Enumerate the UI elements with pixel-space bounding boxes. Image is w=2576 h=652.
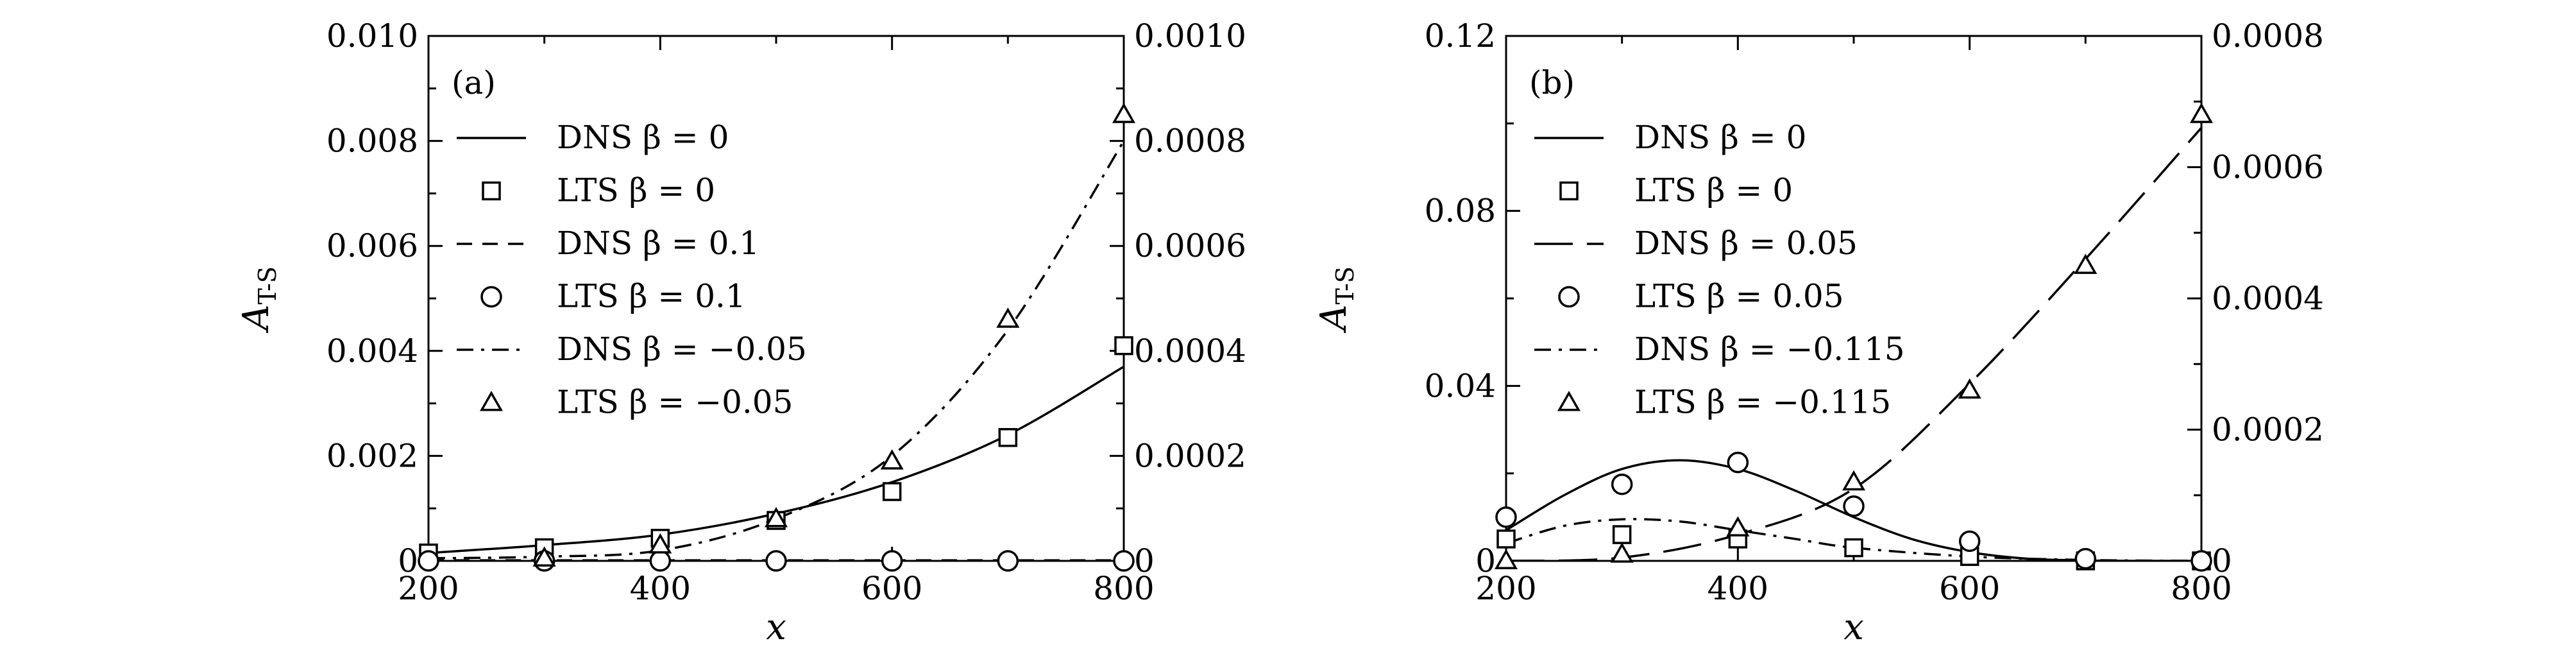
x-tick-label: 800 xyxy=(1093,570,1154,607)
legend-entry-label: LTS β = 0 xyxy=(1634,172,1793,209)
y-axis-label: AT-S xyxy=(1313,266,1359,334)
legend-marker-sample xyxy=(1557,390,1581,411)
legend-entry-label: DNS β = −0.115 xyxy=(1634,330,1905,368)
y-right-tick-label: 0.0004 xyxy=(2212,280,2324,317)
legend-entry-label: DNS β = 0.1 xyxy=(557,225,759,262)
x-tick-label: 600 xyxy=(861,570,922,607)
series-1-point xyxy=(998,428,1018,447)
series-3-point xyxy=(418,550,439,572)
series-3-point xyxy=(765,550,787,572)
legend: DNS β = 0 LTS β = 0 DNS β = 0.1 LTS β = 0.1… xyxy=(457,119,807,421)
series-1-point xyxy=(1844,538,1863,558)
y-left-tick-label: 0.008 xyxy=(326,123,418,160)
legend: DNS β = 0 LTS β = 0 DNS β = 0.05 LTS β = 0.… xyxy=(1534,119,1905,421)
y-right-tick-label: 0.0002 xyxy=(2212,411,2324,449)
x-tick-label: 800 xyxy=(2171,570,2232,607)
y-axis-label: AT-S xyxy=(235,266,282,334)
series-3-point xyxy=(1113,550,1135,572)
y-right-tick-label: 0.0008 xyxy=(2212,17,2324,55)
series-5-point xyxy=(1842,470,1866,491)
series-3-point xyxy=(1958,530,1981,553)
panel-b: 200 400 600 80000.040.080.1200.00020.00040.… xyxy=(1313,17,2324,648)
y-right-tick-label: 0 xyxy=(1134,542,1155,579)
legend-entry-label: LTS β = −0.05 xyxy=(557,384,793,421)
series-5-point xyxy=(880,449,904,470)
x-tick-label: 600 xyxy=(1939,570,2000,607)
y-left-tick-label: 0.002 xyxy=(326,437,418,474)
y-left-tick-label: 0.006 xyxy=(326,227,418,264)
x-tick-label: 400 xyxy=(630,570,691,607)
x-axis-label: x xyxy=(1843,606,1864,648)
series-3-point xyxy=(2074,547,2097,570)
panel-a: 200 400 600 80000.0020.0040.0060.0080.01000… xyxy=(235,17,1246,648)
legend-marker-sample xyxy=(480,286,502,308)
series-3-point xyxy=(1495,506,1517,528)
legend-entry-label: LTS β = 0.1 xyxy=(557,278,746,315)
series-line-4 xyxy=(1506,518,2201,561)
series-5-point xyxy=(1112,103,1136,123)
y-right-tick-label: 0.0006 xyxy=(1134,227,1246,264)
y-left-tick-label: 0 xyxy=(1475,542,1496,579)
plot-frame xyxy=(427,35,1125,562)
series-3-point xyxy=(1843,495,1865,517)
x-tick-label: 200 xyxy=(398,570,459,607)
series-5-point xyxy=(2074,253,2097,274)
series-3-point xyxy=(1727,451,1749,474)
legend-entry-label: DNS β = 0.05 xyxy=(1634,225,1858,262)
series-3-point xyxy=(2190,550,2212,572)
y-right-tick-label: 0 xyxy=(2212,542,2232,579)
y-left-tick-label: 0.04 xyxy=(1425,367,1496,404)
y-right-tick-label: 0.0010 xyxy=(1134,17,1246,55)
y-left-tick-label: 0.004 xyxy=(326,332,418,370)
series-1-point xyxy=(882,482,902,501)
series-3-point xyxy=(881,550,903,572)
legend-marker-sample xyxy=(479,390,504,411)
y-left-tick-label: 0.12 xyxy=(1425,17,1496,55)
y-right-tick-label: 0.0006 xyxy=(2212,149,2324,186)
series-3-point xyxy=(997,550,1019,572)
series-3-point xyxy=(1611,473,1633,495)
panel-label: (b) xyxy=(1529,64,1575,101)
x-tick-label: 200 xyxy=(1475,570,1536,607)
series-5-point xyxy=(2189,103,2214,123)
legend-entry-label: LTS β = 0.05 xyxy=(1634,278,1844,315)
y-left-tick-label: 0 xyxy=(398,542,418,579)
panel-label: (a) xyxy=(452,64,496,101)
series-5-point xyxy=(764,507,788,528)
legend-entry-label: DNS β = 0 xyxy=(557,119,729,156)
legend-entry-label: DNS β = −0.05 xyxy=(557,330,807,368)
y-right-tick-label: 0.0004 xyxy=(1134,332,1246,370)
series-3-point xyxy=(649,550,672,572)
legend-marker-sample xyxy=(1559,181,1579,201)
series-5-point xyxy=(1494,549,1518,569)
y-left-tick-label: 0.08 xyxy=(1425,193,1496,230)
legend-entry-label: DNS β = 0 xyxy=(1634,119,1806,156)
x-tick-label: 400 xyxy=(1707,570,1768,607)
series-5-point xyxy=(996,307,1020,328)
y-left-tick-label: 0.010 xyxy=(326,17,418,55)
legend-entry-label: LTS β = 0 xyxy=(557,172,715,209)
series-5-point xyxy=(532,546,556,567)
series-5-point xyxy=(1958,378,1981,399)
series-1-point xyxy=(1612,525,1632,544)
legend-marker-sample xyxy=(1558,286,1580,308)
x-axis-label: x xyxy=(766,606,786,648)
series-5-point xyxy=(1610,542,1634,563)
series-1-point xyxy=(1114,336,1133,356)
series-5-point xyxy=(1726,516,1750,536)
y-right-tick-label: 0.0008 xyxy=(1134,123,1246,160)
y-right-tick-label: 0.0002 xyxy=(1134,437,1246,474)
series-5-point xyxy=(648,533,672,554)
legend-entry-label: LTS β = −0.115 xyxy=(1634,384,1891,421)
legend-marker-sample xyxy=(482,181,501,201)
series-1-point xyxy=(1496,529,1516,549)
